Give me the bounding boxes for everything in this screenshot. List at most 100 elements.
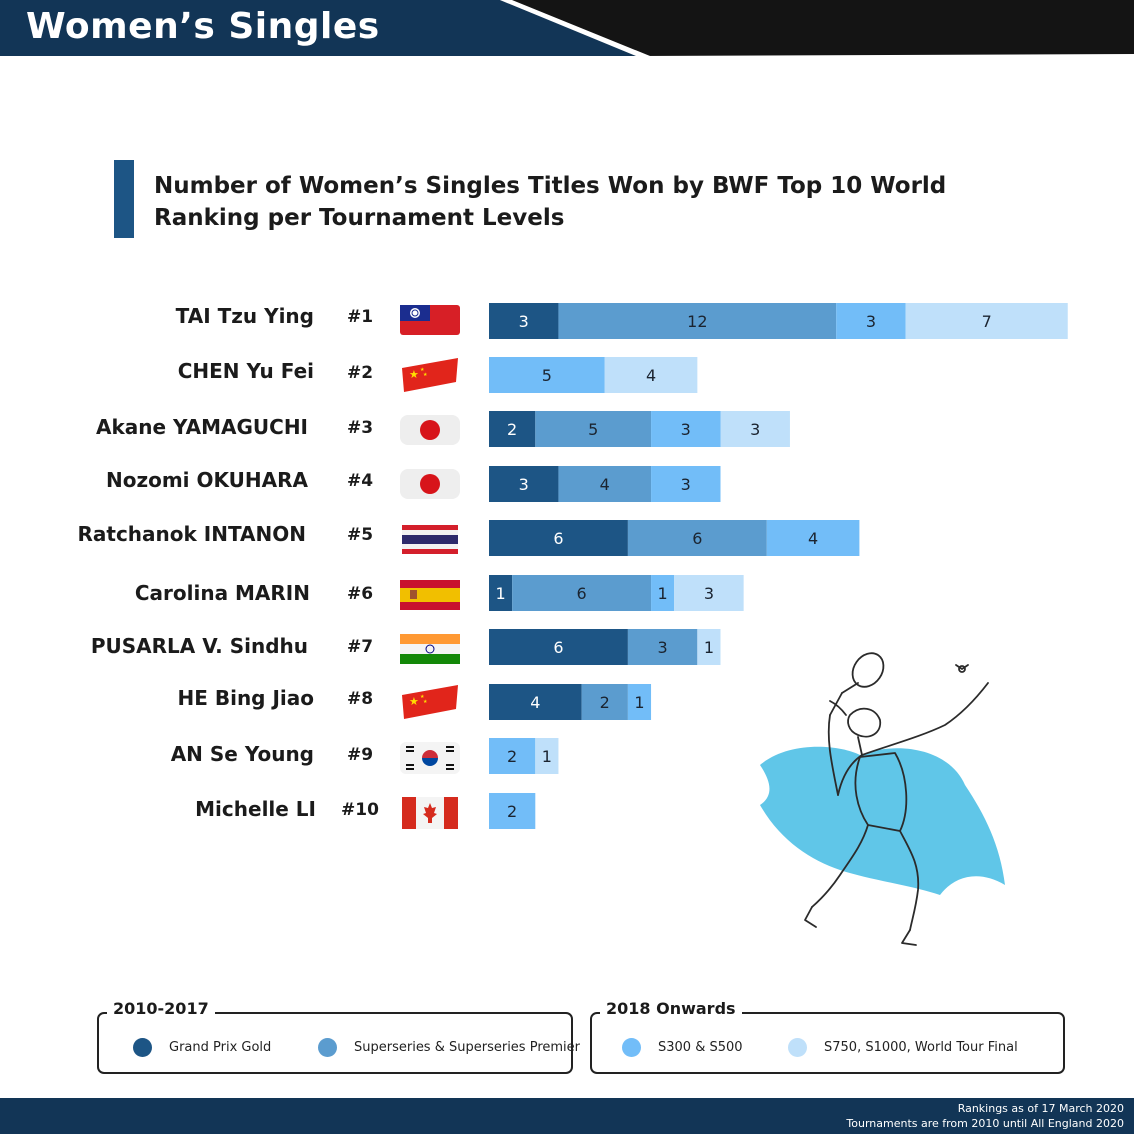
player-name: Michelle LI — [195, 797, 316, 821]
footer-bar: Rankings as of 17 March 2020 Tournaments… — [0, 1098, 1134, 1134]
bar-segment — [489, 303, 559, 339]
bar-value-label: 3 — [681, 475, 691, 494]
bar-segment — [489, 411, 536, 447]
header-divider-stripe — [500, 0, 650, 56]
bar-segment — [512, 575, 652, 611]
india-flag-icon — [400, 634, 460, 664]
bar-value-label: 5 — [588, 420, 598, 439]
bar-segment — [627, 629, 698, 665]
rank-label: #2 — [346, 363, 374, 383]
chinese-taipei-flag-icon — [400, 305, 460, 335]
svg-text:★: ★ — [423, 699, 428, 705]
bar-segment — [535, 738, 559, 774]
bar-value-label: 3 — [658, 638, 668, 657]
footer-tournaments-note: Tournaments are from 2010 until All Engl… — [846, 1117, 1124, 1130]
bar-segment — [674, 575, 744, 611]
bar-value-label: 1 — [704, 638, 714, 657]
bar-segment — [489, 520, 628, 556]
bar-value-label: 3 — [519, 475, 529, 494]
legend-item-s750-s1000-wtf: S750, S1000, World Tour Final — [788, 1038, 1018, 1057]
badminton-player-illustration — [760, 652, 1005, 946]
rank-label: #9 — [346, 745, 374, 765]
legend-2018-onwards: 2018 Onwards S300 & S500 S750, S1000, Wo… — [590, 999, 1065, 1074]
bar-value-label: 4 — [600, 475, 610, 494]
header-navy-panel — [0, 0, 640, 56]
bar-segment — [489, 738, 536, 774]
player-name: AN Se Young — [170, 742, 314, 766]
legend-2010-2017: 2010-2017 Grand Prix Gold Superseries & … — [97, 999, 580, 1074]
player-name: HE Bing Jiao — [177, 686, 314, 710]
bar-value-label: 4 — [530, 693, 540, 712]
rank-label: #4 — [346, 471, 374, 491]
bar-segment — [489, 575, 513, 611]
bar-segment — [489, 357, 605, 393]
bar-segment — [651, 575, 675, 611]
legend-label: S300 & S500 — [658, 1040, 743, 1055]
bar-value-label: 1 — [658, 584, 668, 603]
player-name: Ratchanok INTANON — [77, 522, 306, 546]
bar-value-label: 4 — [646, 366, 656, 385]
legend-title-2018-onwards: 2018 Onwards — [600, 999, 742, 1018]
bar-segment — [651, 411, 721, 447]
rank-label: #7 — [346, 637, 374, 657]
china-flag-icon: ★ ★ ★ — [402, 685, 458, 719]
rank-label: #6 — [346, 584, 374, 604]
bar-value-label: 5 — [542, 366, 552, 385]
bar-value-label: 6 — [577, 584, 587, 603]
rank-label: #1 — [346, 307, 374, 327]
svg-text:★: ★ — [420, 694, 425, 700]
bar-value-label: 6 — [553, 638, 563, 657]
legend-item-s300-s500: S300 & S500 — [622, 1038, 743, 1057]
bar-segment — [720, 411, 790, 447]
svg-text:★: ★ — [409, 695, 419, 708]
rank-label: #3 — [346, 418, 374, 438]
bar-segment — [766, 520, 860, 556]
japan-flag-icon — [400, 469, 460, 499]
bar-segment — [489, 629, 628, 665]
bar-value-label: 3 — [681, 420, 691, 439]
bar-value-label: 4 — [808, 529, 818, 548]
bar-segment — [627, 520, 767, 556]
bar-value-label: 6 — [553, 529, 563, 548]
china-flag-icon: ★ ★ ★ — [402, 358, 458, 392]
legend-swatch — [318, 1038, 337, 1057]
header-black-panel — [500, 0, 1134, 56]
legend-item-grand-prix-gold: Grand Prix Gold — [133, 1038, 271, 1057]
page-title: Women’s Singles — [26, 6, 380, 47]
bar-value-label: 3 — [866, 312, 876, 331]
legend-swatch — [133, 1038, 152, 1057]
legend-label: Superseries & Superseries Premier — [354, 1040, 580, 1055]
bar-value-label: 1 — [542, 747, 552, 766]
bar-value-label: 2 — [507, 802, 517, 821]
player-name: TAI Tzu Ying — [175, 304, 314, 328]
header-bar — [0, 0, 1134, 56]
bar-value-label: 2 — [600, 693, 610, 712]
bar-value-label: 1 — [495, 584, 505, 603]
player-name: CHEN Yu Fei — [177, 359, 314, 383]
legend-label: Grand Prix Gold — [169, 1040, 272, 1055]
legend-swatch — [622, 1038, 641, 1057]
bar-value-label: 2 — [507, 420, 517, 439]
legend-title-2010-2017: 2010-2017 — [107, 999, 215, 1018]
bar-segment — [836, 303, 906, 339]
svg-text:★: ★ — [420, 367, 425, 373]
japan-flag-icon — [400, 415, 460, 445]
player-name: Nozomi OKUHARA — [105, 468, 308, 492]
bar-segment — [905, 303, 1068, 339]
bar-segment — [535, 411, 652, 447]
bar-segment — [581, 684, 628, 720]
svg-text:★: ★ — [423, 372, 428, 378]
bar-value-label: 3 — [750, 420, 760, 439]
bar-value-label: 1 — [634, 693, 644, 712]
bar-segment — [627, 684, 652, 720]
player-name: PUSARLA V. Sindhu — [90, 634, 308, 658]
svg-text:★: ★ — [409, 368, 419, 381]
canada-flag-icon — [402, 797, 458, 829]
title-accent-bar — [114, 160, 134, 238]
bar-value-label: 2 — [507, 747, 517, 766]
legend-swatch — [788, 1038, 807, 1057]
footer-rankings-note: Rankings as of 17 March 2020 — [957, 1102, 1124, 1115]
bar-segment — [489, 793, 536, 829]
bar-segment — [489, 684, 582, 720]
